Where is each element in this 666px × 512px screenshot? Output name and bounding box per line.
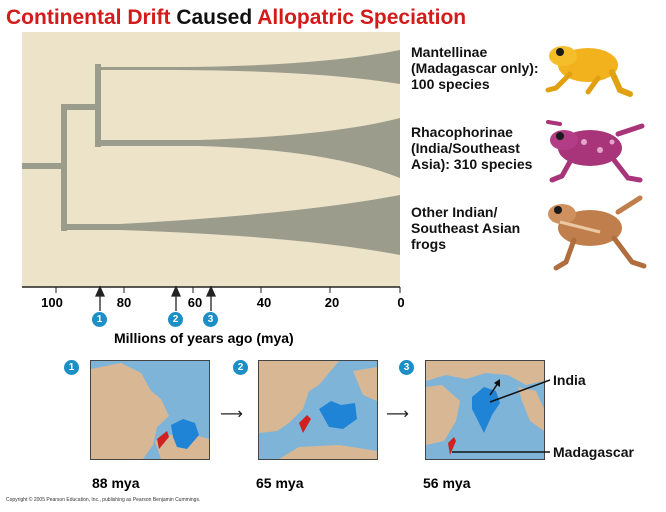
- land-india: [319, 401, 357, 429]
- map-88-mya: [90, 360, 210, 460]
- purple-frog-image: [546, 120, 645, 183]
- india-label: India: [553, 372, 586, 388]
- map-badge-1: 1: [64, 360, 79, 375]
- land-eurasia: [426, 361, 544, 385]
- land-africa: [91, 363, 169, 459]
- tick-label: 0: [397, 295, 405, 310]
- title-part-caused: Caused: [170, 6, 258, 29]
- map-label-88-mya: 88 mya: [92, 475, 140, 491]
- wedge-rhacophorinae: [98, 118, 400, 178]
- tick-label: 40: [256, 295, 272, 310]
- land-madagascar: [157, 431, 169, 449]
- land-africa: [426, 385, 460, 445]
- land-madagascar: [299, 415, 311, 433]
- page-title: Continental Drift Caused Allopatric Spec…: [6, 6, 466, 30]
- tick-label: 80: [116, 295, 132, 310]
- clade-label-line: Mantellinae: [411, 44, 488, 60]
- clade-label-line: frogs: [411, 236, 446, 252]
- branch-to-node2: [61, 104, 100, 110]
- event-badge-3: 3: [203, 312, 218, 327]
- madagascar-label: Madagascar: [553, 444, 634, 460]
- title-part-allopatric-speciation: Allopatric Speciation: [257, 6, 467, 29]
- clade-label-line: (India/Southeast: [411, 140, 520, 156]
- land-australia: [353, 367, 377, 401]
- right-arrow-icon: ⟶: [386, 406, 409, 423]
- land-india: [171, 419, 199, 449]
- wedge-mantellinae: [98, 50, 400, 84]
- map-65-mya: [258, 360, 378, 460]
- clade-label-line: 100 species: [411, 76, 490, 92]
- brown-frog-image: [548, 195, 647, 271]
- land-southeast-asia: [518, 387, 544, 431]
- axis-title: Millions of years ago (mya): [114, 330, 294, 346]
- axis-tick-marks: [55, 287, 401, 293]
- land-madagascar: [448, 437, 456, 455]
- branch-node1-vertical: [61, 105, 67, 231]
- map-56-mya: [425, 360, 545, 460]
- tick-label: 100: [41, 295, 63, 310]
- tick-label: 20: [324, 295, 340, 310]
- clade-label-mantellinae: Mantellinae (Madagascar only): 100 speci…: [411, 44, 539, 92]
- clade-label-line: Rhacophorinae: [411, 124, 513, 140]
- title-part-continental-drift: Continental Drift: [6, 6, 171, 29]
- map-badge-2: 2: [233, 360, 248, 375]
- map-label-56-mya: 56 mya: [423, 475, 471, 491]
- event-badge-1: 1: [92, 312, 107, 327]
- clade-label-rhacophorinae: Rhacophorinae (India/Southeast Asia): 31…: [411, 124, 532, 172]
- clade-label-line: Asia): 310 species: [411, 156, 533, 172]
- wedge-other-frogs: [63, 195, 400, 255]
- event-arrows: [94, 285, 217, 311]
- clade-label-line: (Madagascar only):: [411, 60, 539, 76]
- copyright-notice: Copyright © 2005 Pearson Education, Inc.…: [6, 497, 201, 503]
- clade-label-line: Southeast Asian: [411, 220, 521, 236]
- right-arrow-icon: ⟶: [220, 406, 243, 423]
- golden-frog-image: [545, 46, 633, 97]
- branch-node2-vertical: [95, 64, 101, 147]
- map-badge-3: 3: [399, 360, 414, 375]
- land-africa: [259, 361, 339, 433]
- branch-root: [22, 163, 66, 169]
- land-india: [472, 387, 500, 433]
- tick-label: 60: [187, 295, 203, 310]
- land-antarctica: [279, 445, 377, 459]
- clade-label-line: Other Indian/: [411, 204, 498, 220]
- map-label-65-mya: 65 mya: [256, 475, 304, 491]
- event-badge-2: 2: [168, 312, 183, 327]
- clade-label-other-frogs: Other Indian/ Southeast Asian frogs: [411, 204, 520, 252]
